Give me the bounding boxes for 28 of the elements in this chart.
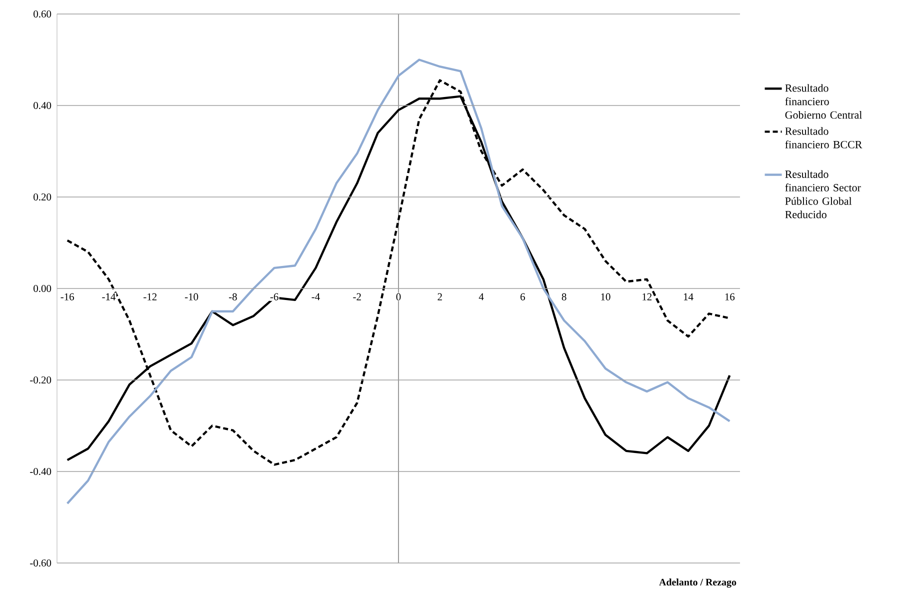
x-tick-label: 8: [562, 293, 566, 300]
y-tick-label: 0.20: [34, 193, 52, 201]
y-tick-label: -0.40: [30, 468, 52, 476]
y-tick-label: 0.40: [34, 102, 52, 110]
y-tick-label: 0.60: [34, 10, 52, 18]
x-tick-label: -4: [312, 293, 320, 300]
x-tick-label: 4: [478, 293, 484, 300]
x-tick-label: 10: [601, 293, 610, 300]
x-tick-label: -16: [60, 293, 74, 300]
x-tick-label: 6: [520, 293, 525, 300]
legend-label: Resultado financiero Sector Público Global Reducido: [785, 170, 861, 218]
x-tick-label: -10: [184, 293, 198, 300]
x-tick-label: 2: [438, 293, 442, 300]
x-tick-label: -12: [144, 293, 157, 300]
y-tick-label: -0.20: [30, 376, 52, 384]
x-tick-label: -14: [102, 293, 116, 300]
x-tick-label: -6: [270, 293, 278, 300]
x-tick-label: -2: [353, 293, 361, 300]
legend-label: Resultado financiero BCCR: [785, 127, 862, 148]
x-tick-label: 12: [642, 293, 652, 300]
x-tick-label: 16: [725, 293, 735, 300]
y-tick-label: -0.60: [30, 559, 52, 567]
x-tick-label: -8: [228, 293, 237, 300]
x-tick-label: 0: [396, 293, 401, 300]
legend-label: Resultado financiero Gobierno Central: [785, 84, 862, 119]
x-axis-title: Adelanto / Rezago: [659, 578, 736, 588]
y-tick-label: 0.00: [34, 284, 52, 292]
x-tick-label: 14: [684, 293, 694, 300]
